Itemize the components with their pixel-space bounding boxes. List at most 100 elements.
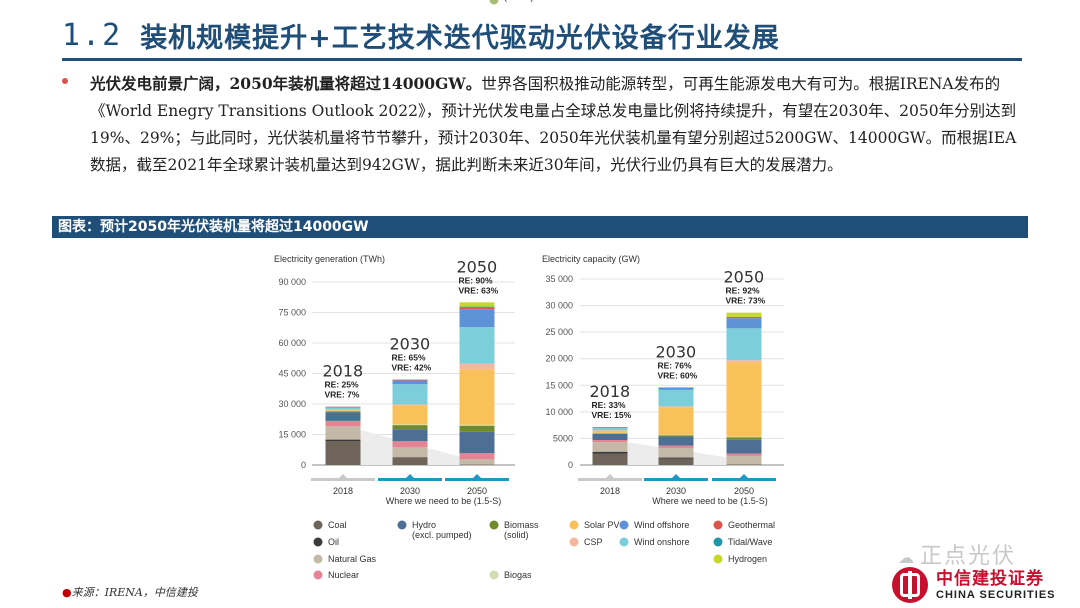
bar-segment bbox=[325, 441, 361, 465]
bar-segment bbox=[392, 457, 428, 465]
bar-segment bbox=[392, 380, 428, 385]
legend-label: Biogas bbox=[504, 570, 532, 580]
bar-segment bbox=[592, 430, 628, 431]
bar-segment bbox=[459, 431, 495, 454]
x-category-pointer bbox=[740, 474, 748, 478]
bar-segment bbox=[459, 424, 495, 426]
wechat-icon: ☁ bbox=[898, 548, 916, 567]
legend-label: Hydrogen bbox=[728, 554, 767, 564]
source-text: 来源：IRENA，中信建投 bbox=[71, 586, 198, 599]
bar-segment bbox=[325, 426, 361, 440]
legend-swatch bbox=[313, 554, 323, 564]
x-tick-label: 2030 bbox=[666, 486, 686, 496]
legend-swatch bbox=[569, 520, 579, 530]
y-tick-label: 25 000 bbox=[545, 327, 573, 337]
bar-vre-annotation: VRE: 60% bbox=[658, 370, 698, 380]
bullet-dot-icon bbox=[62, 78, 68, 84]
bar-segment bbox=[726, 328, 762, 361]
bar-segment bbox=[325, 409, 361, 410]
legend-label: Solar PV bbox=[584, 520, 620, 530]
source-dot-icon: ● bbox=[62, 586, 72, 599]
bar-year-annotation: 2018 bbox=[590, 382, 631, 401]
bar-segment bbox=[658, 387, 694, 388]
y-tick-label: 90 000 bbox=[278, 277, 306, 287]
x-category-pointer bbox=[339, 474, 347, 478]
x-group-label: Where we need to be (1.5-S) bbox=[652, 496, 768, 506]
bar-segment bbox=[459, 459, 495, 465]
bar-year-annotation: 2030 bbox=[390, 335, 431, 354]
bar-segment bbox=[726, 318, 762, 329]
citic-logo-icon bbox=[892, 567, 928, 603]
legend-label: Hydro bbox=[412, 520, 436, 530]
bar-segment bbox=[459, 363, 495, 370]
bar-segment bbox=[658, 435, 694, 437]
bar-segment bbox=[459, 302, 495, 307]
bar-year-annotation: 2018 bbox=[323, 362, 364, 381]
bar-year-annotation: 2050 bbox=[724, 268, 765, 287]
chart-title: Electricity generation (TWh) bbox=[274, 254, 385, 264]
bar-re-annotation: RE: 76% bbox=[658, 360, 692, 370]
bar-segment bbox=[392, 447, 428, 458]
legend-label: Oil bbox=[328, 537, 339, 547]
bar-segment bbox=[592, 427, 628, 428]
bar-segment bbox=[658, 445, 694, 448]
legend-label: CSP bbox=[584, 537, 603, 547]
figure-label: 图表：预计2050年光伏装机量将超过14000GW bbox=[52, 216, 1028, 238]
bar-re-annotation: RE: 25% bbox=[325, 380, 359, 390]
bar-segment bbox=[658, 407, 694, 435]
y-tick-label: 0 bbox=[301, 460, 306, 470]
legend-label-sub: (excl. pumped) bbox=[412, 530, 472, 540]
bar-segment bbox=[392, 424, 428, 426]
legend-swatch bbox=[313, 537, 323, 547]
section-number: 1.2 bbox=[62, 17, 123, 53]
x-category-pointer bbox=[606, 474, 614, 478]
bar-segment bbox=[325, 420, 361, 427]
bar-re-annotation: RE: 65% bbox=[392, 353, 426, 363]
legend-label: Coal bbox=[328, 520, 347, 530]
x-category-pointer bbox=[406, 474, 414, 478]
bar-segment bbox=[459, 425, 495, 432]
bar-segment bbox=[392, 457, 428, 458]
bar-segment bbox=[726, 455, 762, 465]
x-category-ribbon bbox=[378, 478, 442, 481]
chart-title: Electricity capacity (GW) bbox=[542, 254, 640, 264]
bar-segment bbox=[325, 406, 361, 408]
bar-year-annotation: 2030 bbox=[656, 342, 697, 361]
legend-label: Biomass bbox=[504, 520, 539, 530]
y-tick-label: 20 000 bbox=[545, 354, 573, 364]
x-tick-label: 2030 bbox=[400, 486, 420, 496]
bar-segment bbox=[658, 436, 694, 446]
bar-segment bbox=[592, 453, 628, 465]
bar-segment bbox=[726, 360, 762, 363]
legend-label: Tidal/Wave bbox=[728, 537, 772, 547]
bar-segment bbox=[592, 427, 628, 431]
y-tick-label: 5000 bbox=[553, 433, 573, 443]
x-group-label: Where we need to be (1.5-S) bbox=[386, 496, 502, 506]
y-tick-label: 45 000 bbox=[278, 369, 306, 379]
logo-cn: 中信建投证券 bbox=[936, 568, 1044, 589]
legend-swatch bbox=[313, 520, 323, 530]
bar-segment bbox=[459, 307, 495, 310]
y-tick-label: 35 000 bbox=[545, 274, 573, 284]
y-tick-label: 10 000 bbox=[545, 407, 573, 417]
y-tick-label: 30 000 bbox=[278, 399, 306, 409]
legend-swatch bbox=[713, 520, 723, 530]
bar-segment bbox=[392, 441, 428, 448]
bar-segment bbox=[726, 436, 762, 438]
legend-swatch bbox=[489, 520, 499, 530]
x-tick-label: 2018 bbox=[333, 486, 353, 496]
bar-vre-annotation: VRE: 42% bbox=[392, 363, 432, 373]
legend-swatch bbox=[713, 554, 723, 564]
bar-segment bbox=[392, 404, 428, 406]
bar-segment bbox=[658, 447, 694, 458]
bar-segment bbox=[592, 430, 628, 433]
bar-segment bbox=[726, 312, 762, 317]
bar-segment bbox=[459, 464, 495, 466]
bar-segment bbox=[392, 429, 428, 442]
y-tick-label: 0 bbox=[568, 460, 573, 470]
y-tick-label: 30 000 bbox=[545, 301, 573, 311]
y-tick-label: 60 000 bbox=[278, 338, 306, 348]
bar-segment bbox=[459, 369, 495, 425]
x-category-pointer bbox=[672, 474, 680, 478]
